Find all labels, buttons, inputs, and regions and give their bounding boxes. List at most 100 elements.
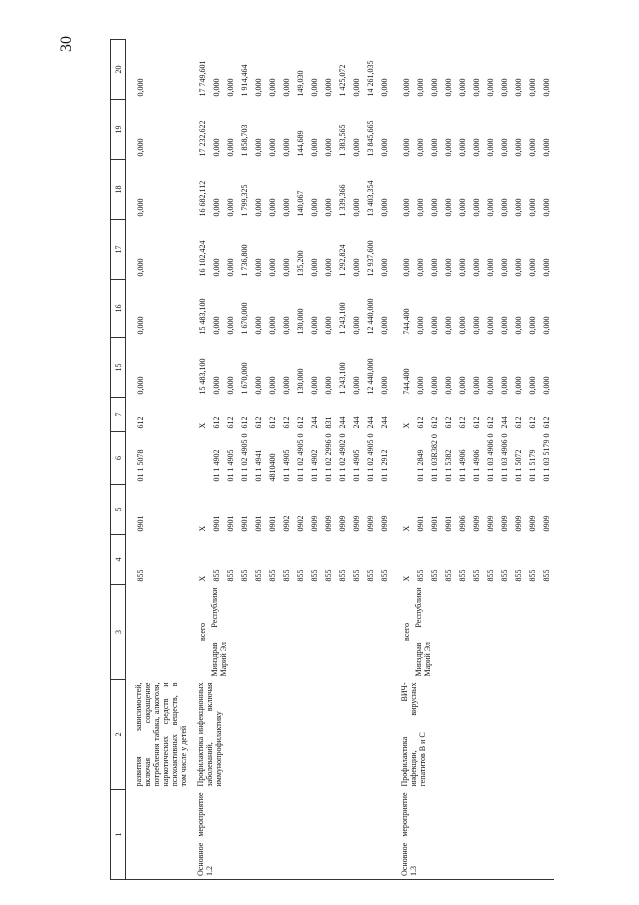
target-code: 01 1 4906 (458, 449, 467, 482)
amount: 0,000 (212, 78, 221, 97)
amount: 0,000 (444, 78, 453, 97)
amount: 12 440,000 (366, 358, 375, 395)
amount: 0,000 (542, 316, 551, 335)
expense-type: 612 (212, 416, 221, 429)
section-code: 0901 (226, 515, 235, 532)
amount: 0,000 (380, 258, 389, 277)
amount: 0,000 (430, 198, 439, 217)
amount: 0,000 (416, 78, 425, 97)
section-code: 0909 (338, 515, 347, 532)
grbs-code: 855 (366, 569, 375, 582)
amount: 0,000 (380, 376, 389, 395)
section-code: 0906 (458, 515, 467, 532)
activity (126, 790, 189, 880)
amount: 135,200 (296, 250, 305, 277)
section-code: 0909 (528, 515, 537, 532)
amount: 0,000 (136, 316, 145, 335)
expense-type: 612 (542, 416, 551, 429)
amount: 0,000 (310, 376, 319, 395)
amount: 0,000 (500, 78, 509, 97)
section-code: 0909 (514, 515, 523, 532)
section-code: 0901 (416, 515, 425, 532)
amount: 1 914,464 (240, 64, 249, 97)
grbs-code: 855 (486, 569, 495, 582)
grbs-code: 855 (528, 569, 537, 582)
amount: 744,400 (402, 368, 411, 395)
target-code: 4810400 (268, 453, 277, 482)
description: Профилактика инфекционных заболеваний, в… (196, 682, 223, 787)
target-code: 01 1 5072 (514, 449, 523, 482)
amount: 744,400 (402, 308, 411, 335)
amount: 1 383,565 (338, 124, 347, 157)
target-code (188, 432, 210, 485)
amount: 0,000 (136, 198, 145, 217)
amount: 0,000 (212, 316, 221, 335)
amount: 0,000 (528, 198, 537, 217)
column-number: 20 (110, 39, 126, 100)
amount: 0,000 (226, 138, 235, 157)
grbs-code: 855 (352, 569, 361, 582)
amount: 0,000 (352, 316, 361, 335)
section-code: 0901 (136, 515, 145, 532)
expense-type: 244 (366, 416, 375, 429)
expense-type: 244 (352, 416, 361, 429)
section-code: X (198, 525, 207, 532)
amount: 0,000 (486, 138, 495, 157)
amount: 130,000 (296, 308, 305, 335)
amount: 16 682,112 (198, 180, 207, 217)
amount: 0,000 (212, 138, 221, 157)
expense-type: 244 (338, 416, 347, 429)
amount: 0,000 (444, 376, 453, 395)
amount: 0,000 (416, 316, 425, 335)
amount: 1 858,703 (240, 124, 249, 157)
target-code: 01 1 2912 (380, 449, 389, 482)
amount: 0,000 (136, 138, 145, 157)
grbs-code: 855 (254, 569, 263, 582)
amount: 0,000 (324, 376, 333, 395)
amount: 0,000 (500, 198, 509, 217)
table-row: Основное мероприятие 1.2 Профилактика инф… (188, 40, 223, 880)
amount: 140,067 (296, 190, 305, 217)
amount: 0,000 (514, 376, 523, 395)
amount: 0,000 (542, 198, 551, 217)
amount: 0,000 (352, 258, 361, 277)
amount: 1 670,000 (240, 302, 249, 335)
expense-type: 612 (240, 416, 249, 429)
target-code: 01 1 03 5179 0 (542, 433, 551, 482)
amount: 17 232,622 (198, 120, 207, 157)
amount: 0,000 (528, 138, 537, 157)
column-number: 16 (110, 279, 126, 338)
amount: 0,000 (310, 78, 319, 97)
amount: 0,000 (500, 376, 509, 395)
section-code: 0909 (324, 515, 333, 532)
expense-type: 831 (324, 416, 333, 429)
amount: 0,000 (324, 78, 333, 97)
grbs-code: 855 (324, 569, 333, 582)
amount: 0,000 (254, 138, 263, 157)
amount: 0,000 (226, 376, 235, 395)
target-code: 01 1 5382 (444, 449, 453, 482)
expense-type: 244 (310, 416, 319, 429)
amount: 0,000 (310, 138, 319, 157)
amount: 0,000 (472, 78, 481, 97)
amount: 144,689 (296, 130, 305, 157)
amount: 0,000 (212, 376, 221, 395)
grbs-code: X (198, 575, 207, 582)
target-code: 01 1 03 4906 0 (500, 433, 509, 482)
target-code: 01 1 02 4905 0 (366, 433, 375, 482)
amount: 0,000 (528, 316, 537, 335)
amount: 0,000 (380, 316, 389, 335)
expense-type: 612 (472, 416, 481, 429)
amount: 0,000 (254, 198, 263, 217)
expense-type: 612 (296, 416, 305, 429)
amount: 0,000 (136, 258, 145, 277)
expense-type: 612 (416, 416, 425, 429)
amount: 0,000 (136, 376, 145, 395)
section-code: 0909 (366, 515, 375, 532)
grbs-code: 855 (380, 569, 389, 582)
amount: 0,000 (458, 376, 467, 395)
section-code: 0909 (310, 515, 319, 532)
grbs-code: 855 (514, 569, 523, 582)
amount: 0,000 (458, 78, 467, 97)
column-number: 17 (110, 219, 126, 280)
